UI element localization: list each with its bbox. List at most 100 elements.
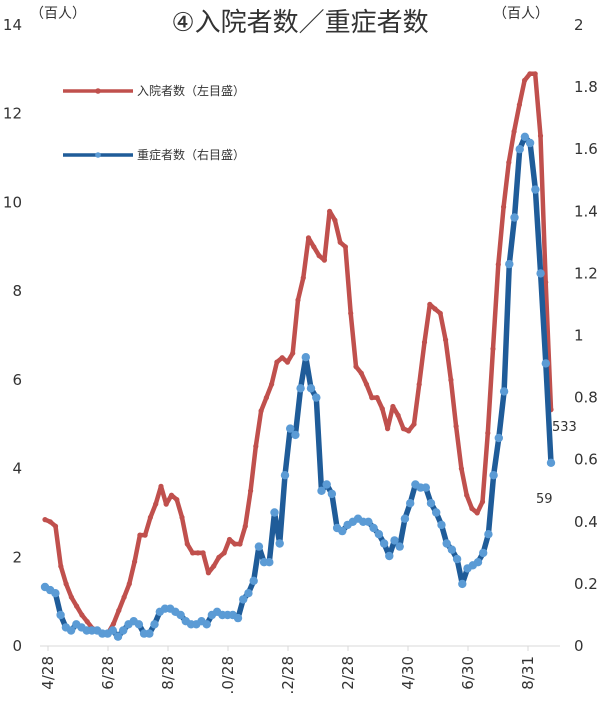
data-point	[68, 594, 74, 600]
data-point	[546, 458, 556, 467]
data-point	[506, 159, 512, 166]
data-point	[426, 499, 436, 508]
data-point	[202, 620, 211, 629]
data-point	[42, 517, 48, 523]
data-point	[442, 539, 451, 548]
legend-label-severe: 重症者数（右目盛）	[137, 147, 245, 162]
series-1	[40, 132, 556, 641]
data-point	[52, 523, 59, 529]
data-point	[126, 581, 132, 587]
data-point	[322, 480, 331, 489]
right-axis-unit: （百人）	[493, 6, 549, 22]
data-point	[364, 517, 373, 526]
left-tick-label: 6	[12, 371, 22, 389]
data-point	[153, 501, 159, 507]
data-point	[432, 306, 438, 312]
x-tick-label: 2/28	[339, 656, 357, 690]
data-point	[66, 626, 76, 635]
data-point	[452, 554, 462, 564]
series-layer	[40, 71, 556, 641]
data-point	[280, 471, 290, 480]
data-point	[290, 350, 296, 356]
data-point	[473, 558, 483, 567]
data-point	[374, 530, 384, 539]
right-tick-label: 1.8	[574, 78, 598, 96]
data-point	[464, 492, 470, 498]
data-point	[237, 541, 243, 547]
data-point	[174, 497, 180, 503]
data-point	[348, 310, 354, 316]
data-point	[284, 359, 291, 365]
data-point	[300, 275, 306, 281]
left-tick-label: 2	[12, 548, 22, 566]
data-point	[317, 486, 326, 495]
data-point	[63, 581, 69, 587]
chart-title: ④入院者数／重症者数	[171, 8, 428, 38]
data-point	[116, 607, 122, 614]
data-point	[327, 208, 333, 214]
data-point	[142, 532, 148, 538]
left-axis-ticks: 0 2 4 6 8 10 12 14	[3, 16, 22, 655]
data-point	[395, 542, 404, 551]
data-point	[421, 339, 428, 345]
data-point	[295, 297, 301, 303]
data-point	[390, 536, 399, 545]
data-point	[443, 337, 449, 343]
data-point	[274, 359, 280, 365]
data-point	[195, 550, 201, 556]
right-tick-label: 0.4	[574, 513, 598, 531]
end-label-inpatients: 533	[552, 420, 577, 435]
data-point	[421, 483, 430, 492]
data-point	[145, 629, 154, 638]
data-point	[311, 244, 317, 250]
data-point	[458, 466, 464, 472]
data-point	[200, 550, 206, 556]
data-point	[163, 501, 169, 507]
left-tick-label: 14	[3, 16, 22, 34]
data-point	[489, 471, 498, 480]
data-point	[134, 620, 144, 629]
data-point	[390, 403, 396, 410]
x-tick-label: 6/30	[459, 656, 477, 690]
right-tick-label: 0	[574, 637, 584, 655]
data-point	[226, 536, 233, 543]
end-label-severe: 59	[536, 492, 553, 507]
data-point	[327, 489, 337, 499]
data-point	[286, 424, 295, 433]
data-point	[312, 393, 321, 402]
data-point	[427, 301, 433, 307]
data-point	[474, 510, 480, 516]
data-point	[337, 239, 343, 245]
data-point	[495, 261, 501, 268]
data-point	[374, 395, 380, 401]
data-point	[406, 499, 415, 508]
data-point	[469, 505, 475, 512]
x-tick-label: 6/28	[99, 656, 117, 690]
right-tick-label: 1	[574, 327, 584, 345]
data-point	[305, 235, 312, 241]
left-tick-label: 8	[12, 282, 22, 300]
data-point	[316, 253, 322, 259]
data-point	[79, 612, 85, 618]
right-tick-label: 0.2	[574, 575, 598, 593]
data-point	[484, 530, 493, 539]
data-point	[520, 132, 530, 141]
data-point	[369, 395, 375, 401]
left-tick-label: 12	[3, 105, 22, 123]
data-point	[479, 499, 486, 505]
data-point	[321, 257, 327, 263]
data-point	[132, 559, 138, 565]
data-point	[51, 589, 60, 598]
data-point	[400, 426, 406, 432]
data-point	[432, 508, 441, 517]
data-point	[490, 346, 496, 352]
data-point	[249, 576, 258, 585]
data-point	[342, 244, 348, 250]
legend-item-severe: 重症者数（右目盛）	[63, 147, 245, 162]
data-point	[254, 542, 264, 551]
data-point	[253, 443, 259, 449]
x-tick-label: .0/28	[219, 656, 237, 694]
data-point	[263, 395, 269, 401]
x-tick-label: 8/28	[159, 656, 177, 690]
